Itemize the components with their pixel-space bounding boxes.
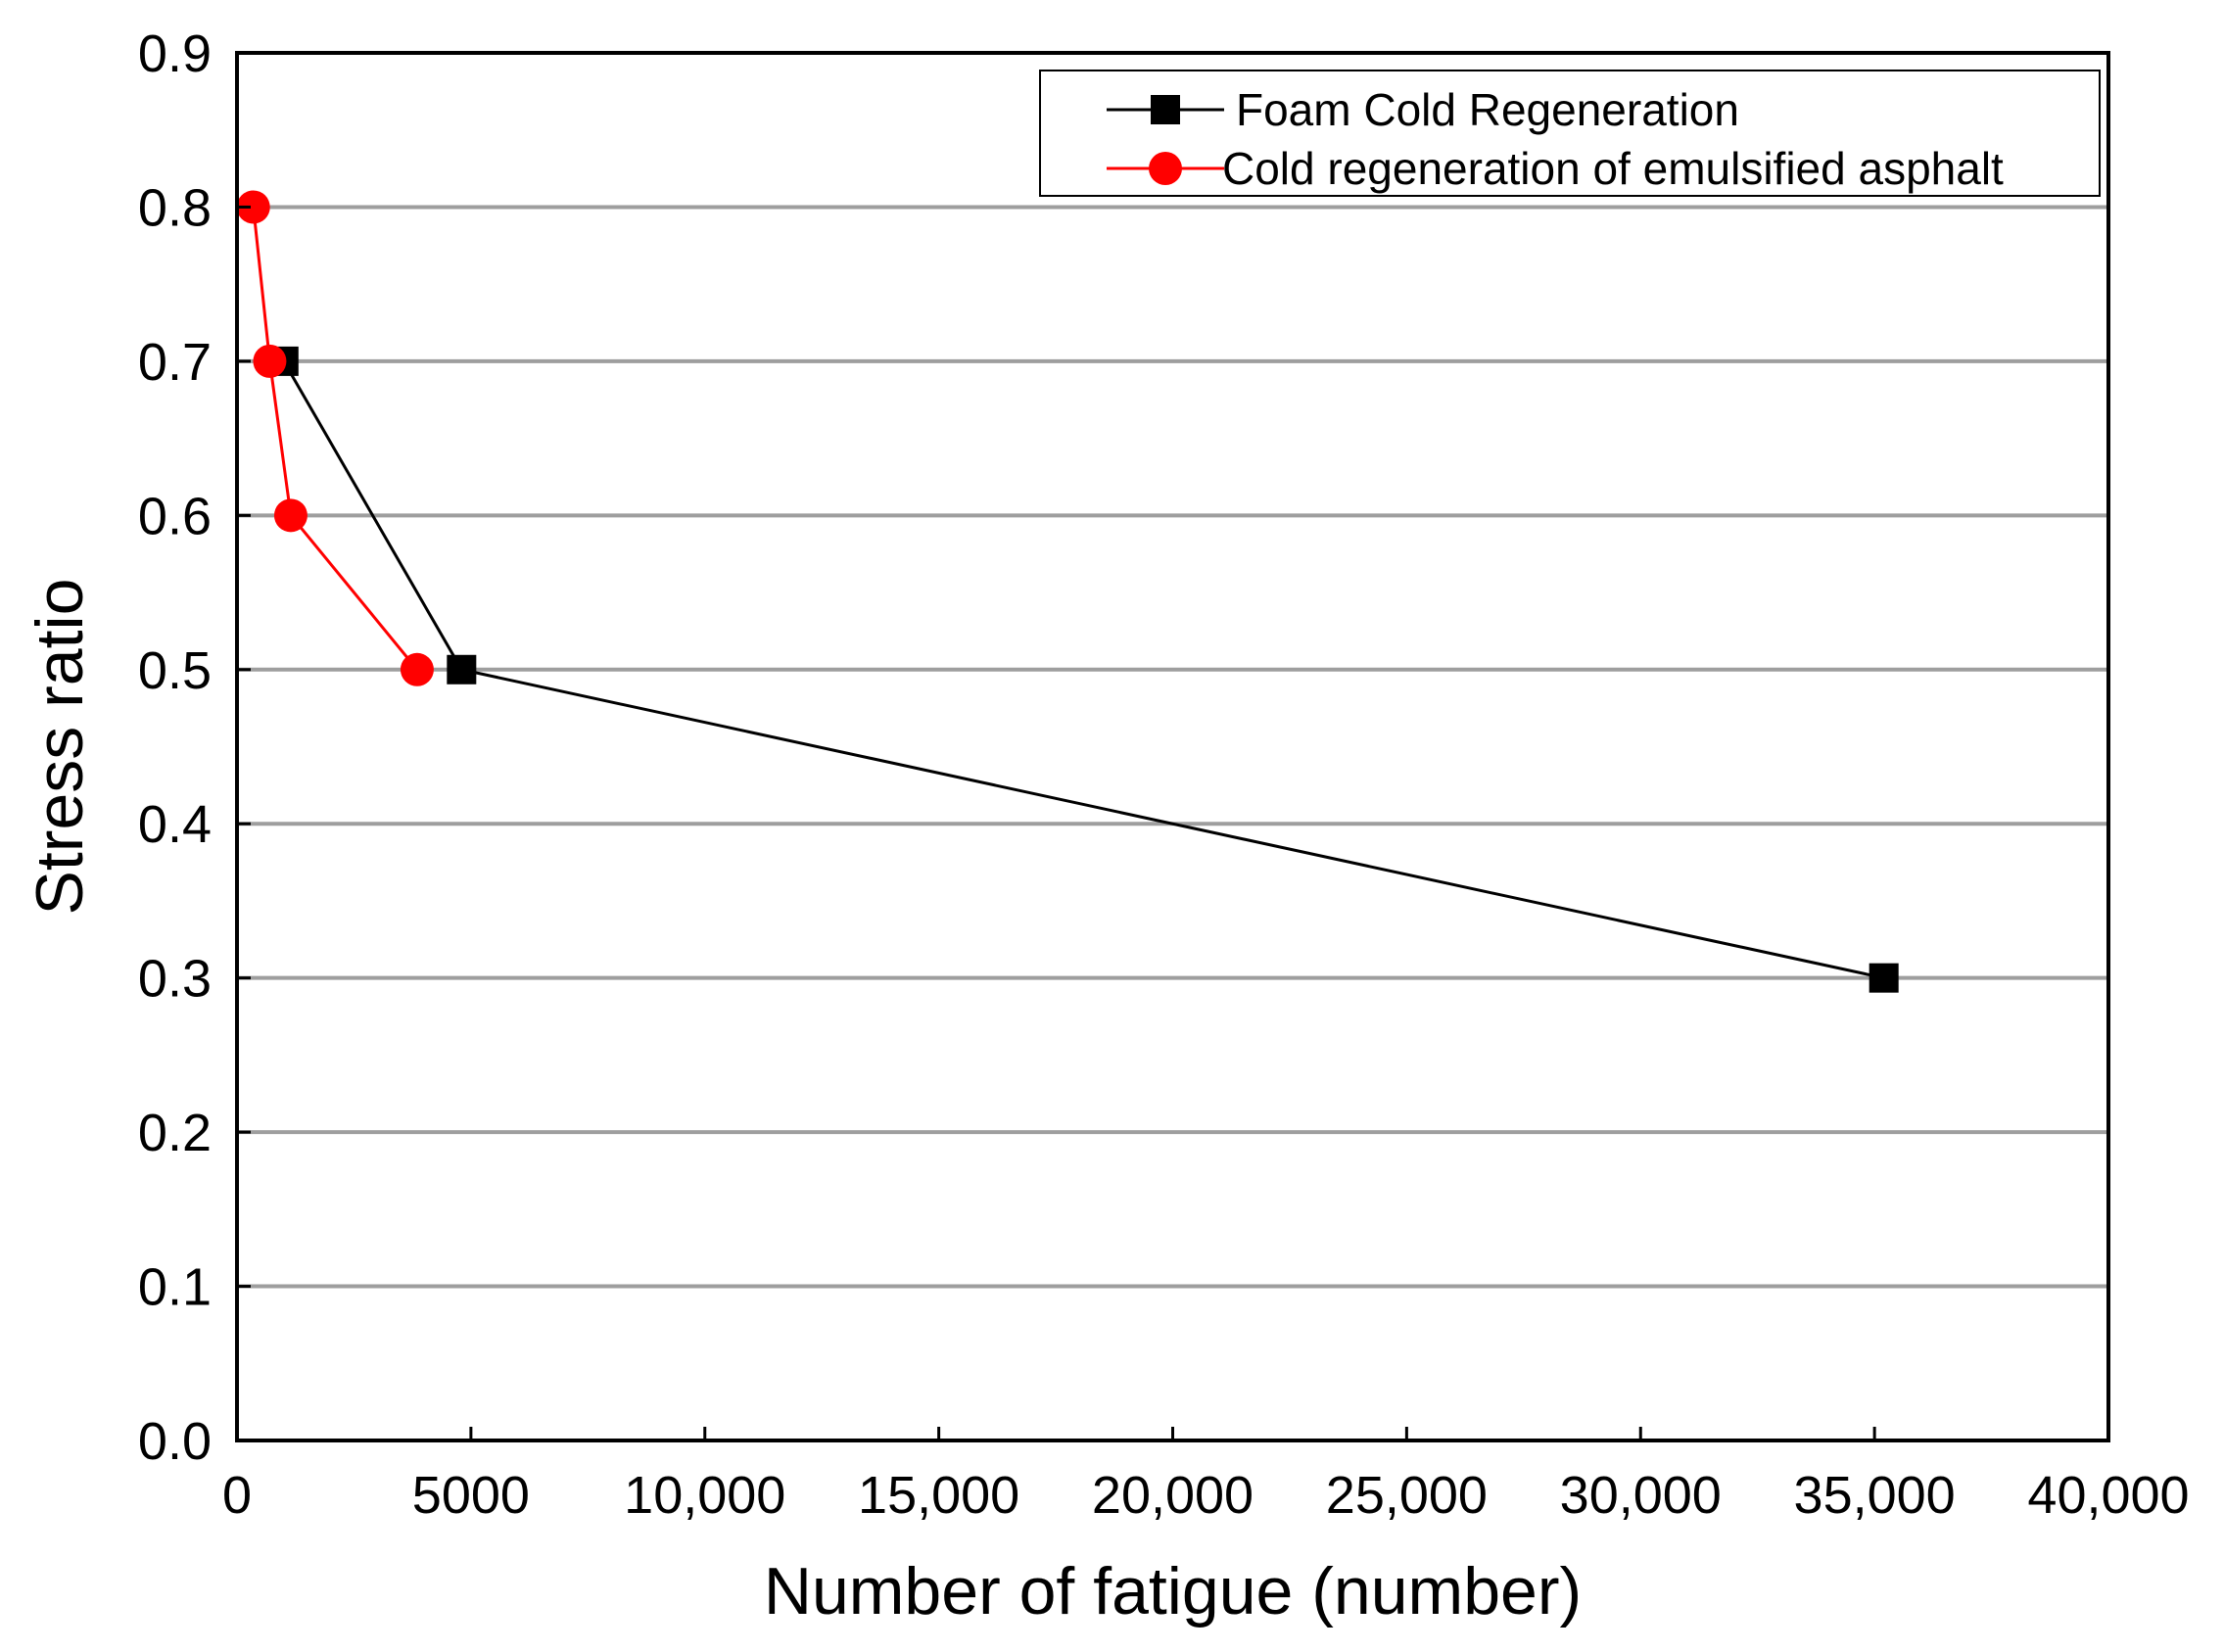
legend-label-0: Foam Cold Regeneration: [1236, 84, 1739, 135]
x-tick-label-2: 10,000: [624, 1466, 785, 1525]
x-tick-label-7: 35,000: [1794, 1466, 1956, 1525]
series-0-point-2: [1869, 963, 1899, 993]
series-lines: [236, 190, 1899, 993]
y-tick-label-9: 0.9: [138, 24, 212, 83]
y-tick-label-7: 0.7: [138, 333, 212, 392]
x-tick-label-4: 20,000: [1092, 1466, 1254, 1525]
legend-marker-1: [1149, 152, 1182, 185]
y-tick-label-8: 0.8: [138, 178, 212, 237]
legend-items: Foam Cold Regeneration Cold regeneration …: [1107, 84, 2004, 194]
x-tick-label-1: 5000: [412, 1466, 530, 1525]
legend: Foam Cold Regeneration Cold regeneration …: [1039, 70, 2101, 197]
x-axis-ticks: 0 5000 10,000 15,000 20,000 25,000 30,000 35,00…: [222, 1427, 2190, 1525]
series-0-point-1: [447, 654, 477, 684]
series-1-point-1: [253, 344, 287, 378]
y-tick-label-0: 0.0: [138, 1412, 212, 1471]
y-tick-label-2: 0.2: [138, 1104, 212, 1162]
series-1-point-3: [400, 652, 434, 686]
series-1: [236, 190, 434, 686]
x-tick-label-6: 30,000: [1560, 1466, 1722, 1525]
legend-marker-0: [1151, 95, 1180, 124]
series-1-line: [252, 207, 419, 671]
y-tick-label-1: 0.1: [138, 1258, 212, 1317]
x-axis-title: Number of fatigue (number): [764, 1554, 1582, 1628]
x-tick-label-5: 25,000: [1326, 1466, 1488, 1525]
y-tick-label-4: 0.4: [138, 795, 212, 854]
legend-label-1: Cold regeneration of emulsified asphalt: [1222, 143, 2004, 194]
x-tick-label-0: 0: [222, 1466, 252, 1525]
y-tick-label-3: 0.3: [138, 950, 212, 1009]
legend-box: [1039, 70, 2101, 197]
series-1-point-2: [273, 498, 308, 533]
series-1-point-0: [236, 190, 270, 224]
x-tick-label-3: 15,000: [858, 1466, 1019, 1525]
y-tick-label-6: 0.6: [138, 487, 212, 545]
y-tick-label-5: 0.5: [138, 641, 212, 700]
y-axis-title: Stress ratio: [23, 579, 97, 916]
legend-item-0: Foam Cold Regeneration: [1107, 84, 1739, 135]
legend-item-1: Cold regeneration of emulsified asphalt: [1107, 143, 2004, 194]
y-axis-ticks: 0.0 0.1 0.2 0.3 0.4 0.5 0.6 0.7 0.8 0.9: [138, 24, 251, 1471]
x-tick-label-8: 40,000: [2027, 1466, 2189, 1525]
grid-lines: [237, 205, 2108, 1289]
